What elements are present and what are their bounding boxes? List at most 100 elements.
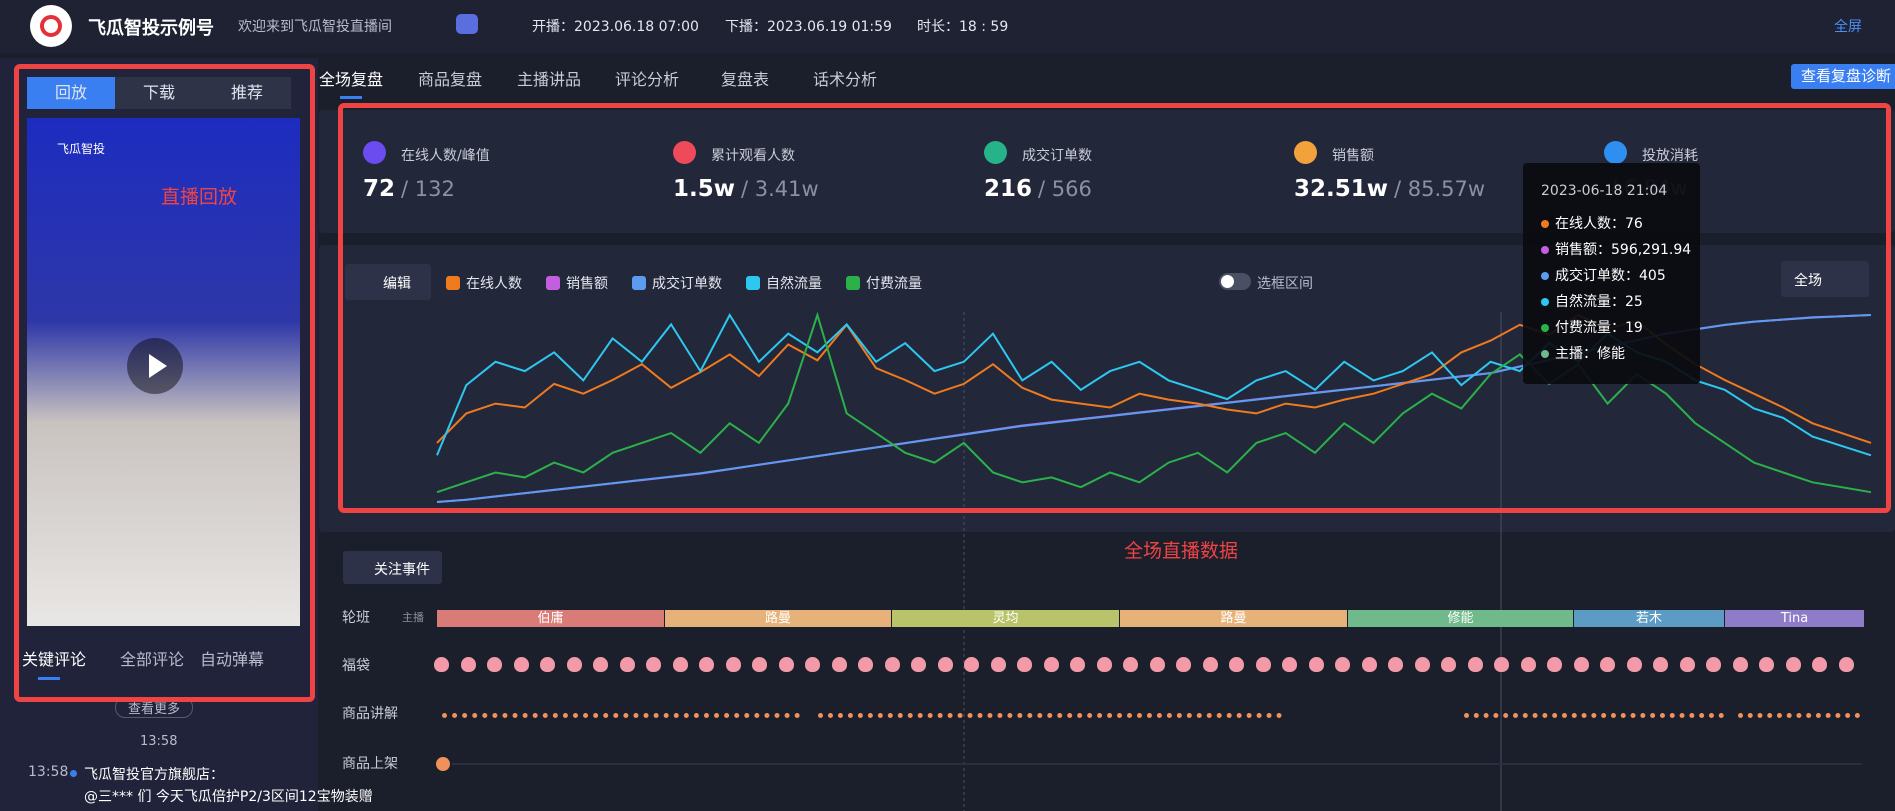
metric-value-row: 1.5w/ 3.41w [673, 176, 819, 202]
metric-value-row: 32.51w/ 85.57w [1294, 176, 1485, 202]
tooltip-row: 销售额：596,291.94 [1555, 239, 1691, 259]
lucky-bag [1838, 657, 1854, 672]
lucky-bag [1732, 657, 1748, 672]
tab[interactable]: 全场复盘 [319, 70, 384, 89]
tooltip-dot [1541, 324, 1549, 332]
tooltip: 2023-06-18 21:04 在线人数：76 销售额：596,291.94 成交… [1523, 163, 1700, 384]
start-time: 开播：2023.06.18 07:00 [532, 19, 699, 35]
highlight-box [14, 64, 315, 702]
lucky-bag [619, 657, 635, 672]
lucky-bag [513, 657, 529, 672]
tooltip-label: 自然流量： [1555, 294, 1625, 310]
lucky-bag [884, 657, 900, 672]
tab[interactable]: 主播讲品 [517, 70, 582, 89]
lucky-bag [1785, 657, 1801, 672]
lucky-bag [831, 657, 847, 672]
lucky-bag [699, 657, 714, 672]
lucky-bag [434, 657, 449, 672]
metric-icon [1294, 141, 1317, 164]
range-switch[interactable] [1219, 273, 1251, 290]
lucky-bag [1176, 657, 1191, 672]
lucky-bag [1070, 657, 1085, 672]
lucky-bag [460, 657, 476, 672]
lucky-bag [805, 657, 820, 672]
legend-label: 付费流量 [866, 276, 922, 292]
comment-tab[interactable]: 全部评论 [120, 650, 185, 669]
lucky-bag [1494, 657, 1509, 672]
metric-value: 32.51w [1294, 176, 1388, 202]
shift: 修能 [1348, 610, 1573, 627]
scope-select[interactable]: 全场 [1781, 261, 1869, 297]
lucky-bag [937, 657, 953, 672]
row-sublabel: 主播 [402, 611, 424, 624]
diagnose-button[interactable]: 查看复盘诊断 [1791, 64, 1895, 89]
row-label: 商品讲解 [342, 706, 398, 722]
tooltip-time: 2023-06-18 21:04 [1541, 183, 1668, 199]
duration: 时长：18 : 59 [917, 19, 1009, 35]
video[interactable]: 飞瓜智投 直播回放 [27, 118, 300, 626]
tooltip-dot [1541, 350, 1549, 358]
lucky-bag [1335, 657, 1350, 672]
lucky-bag [1547, 657, 1562, 672]
lucky-bag [672, 657, 688, 672]
lucky-bag [1017, 657, 1032, 672]
metric-icon [673, 141, 696, 164]
tab[interactable]: 评论分析 [615, 70, 680, 89]
edit-button[interactable]: 编辑 [345, 264, 431, 300]
lucky-bag [1388, 657, 1403, 672]
fullscreen[interactable]: 全屏 [1834, 19, 1862, 35]
top-bar [0, 0, 1895, 53]
comment-time-divider: 13:58 [140, 734, 178, 749]
legend-label: 自然流量 [766, 276, 822, 292]
comment-text: @三*** 们 今天飞瓜倍护P2/3区间12宝物装赠 [84, 789, 373, 805]
metric-value: 72 [363, 176, 396, 202]
shift: 若木 [1574, 610, 1724, 627]
tab[interactable]: 回放 [27, 77, 115, 109]
metric-value-row: 216/ 566 [984, 176, 1092, 202]
lucky-bag [566, 657, 582, 672]
lucky-bag [1202, 657, 1218, 672]
product-segment [818, 713, 1282, 723]
metric-value: 1.5w [673, 176, 735, 202]
annotation: 全场直播数据 [1124, 540, 1239, 562]
legend-swatch [632, 276, 646, 290]
video-brand: 飞瓜智投 [57, 142, 106, 156]
tab[interactable]: 商品复盘 [418, 70, 483, 89]
tab[interactable]: 复盘表 [721, 70, 770, 89]
tooltip-dot [1541, 246, 1549, 254]
left-tabs: 回放 下载 推荐 [27, 77, 291, 109]
lucky-bag [1706, 657, 1721, 672]
lucky-bag [1600, 657, 1615, 672]
lucky-bag [1520, 657, 1536, 672]
legend-label: 在线人数 [466, 276, 522, 292]
lucky-bag [990, 657, 1006, 672]
robot-icon[interactable] [456, 14, 478, 34]
row-label: 轮班 [342, 610, 370, 626]
events-button[interactable]: 关注事件 [343, 551, 442, 584]
lucky-bag [487, 657, 502, 672]
tab-underline [340, 96, 362, 99]
metric-total: / 85.57w [1394, 177, 1486, 201]
lucky-bag [1626, 657, 1642, 672]
tooltip-row: 付费流量：19 [1555, 317, 1643, 337]
comment-tab[interactable]: 自动弹幕 [200, 650, 265, 669]
tab[interactable]: 下载 [142, 83, 175, 102]
tab[interactable]: 话术分析 [813, 70, 878, 89]
account-title: 飞瓜智投示例号 [88, 18, 214, 39]
lucky-bag [911, 657, 926, 672]
tooltip-value: 76 [1625, 216, 1643, 232]
lucky-bag [1441, 657, 1456, 672]
comment-tab[interactable]: 关键评论 [22, 650, 87, 669]
tab[interactable]: 推荐 [230, 83, 263, 102]
scope-label: 全场 [1794, 273, 1822, 289]
play-button[interactable] [127, 338, 183, 394]
lucky-bag [646, 657, 661, 672]
row-label: 福袋 [342, 658, 370, 674]
tooltip-label: 成交订单数： [1555, 268, 1639, 284]
tooltip-value: 19 [1625, 320, 1643, 336]
metric-icon [363, 141, 386, 164]
lucky-bag [1812, 657, 1827, 672]
lucky-bag [1308, 657, 1324, 672]
tooltip-row: 在线人数：76 [1555, 213, 1643, 233]
